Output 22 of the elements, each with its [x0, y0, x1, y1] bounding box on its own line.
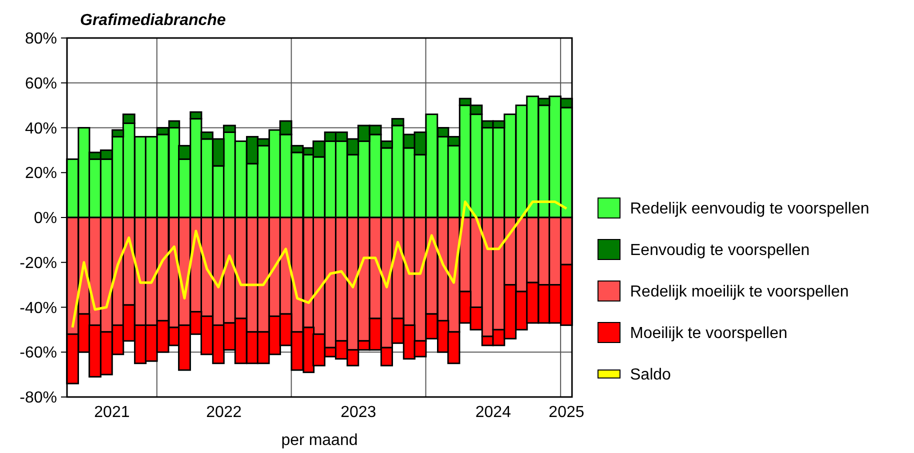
y-tick-label: 80%: [24, 30, 57, 48]
y-tick-label: 20%: [24, 165, 57, 182]
y-tick-label: -60%: [20, 344, 57, 362]
legend-label: Redelijk moeilijk te voorspellen: [630, 284, 849, 301]
y-tick-label: -80%: [20, 390, 57, 407]
x-tick-label: 2022: [206, 404, 242, 421]
y-tick-label: 60%: [24, 75, 57, 92]
line-series: [71, 200, 568, 329]
y-tick-label: 40%: [24, 120, 57, 138]
legend-label: Eenvoudig te voorspellen: [630, 242, 810, 260]
y-tick-label: -40%: [20, 300, 57, 317]
x-axis-title: per maand: [281, 432, 358, 449]
x-tick-label: 2024: [475, 404, 512, 421]
y-tick-label: -20%: [20, 254, 57, 272]
x-tick-label: 2023: [340, 404, 376, 421]
chart-title: Grafimediabranche: [80, 12, 226, 29]
legend-label: Redelijk eenvoudig te voorspellen: [630, 200, 870, 218]
legend-label: Saldo: [630, 366, 672, 384]
x-tick-label: 2021: [94, 404, 130, 421]
y-tick-label: 0%: [34, 210, 57, 228]
x-tick-label: 2025: [548, 404, 584, 421]
legend-label: Moeilijk te voorspellen: [630, 325, 788, 342]
